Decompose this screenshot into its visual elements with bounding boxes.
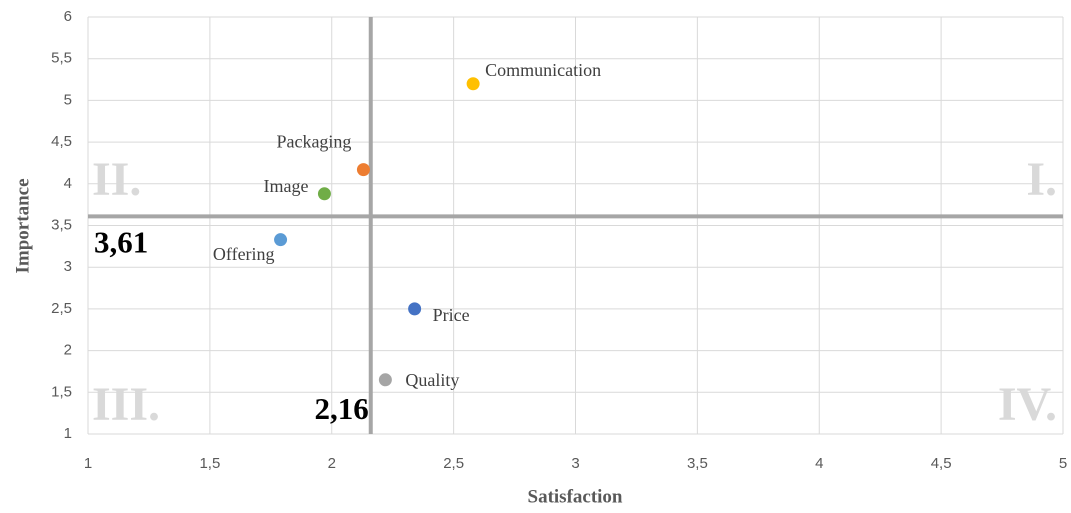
y-tick-label: 4 <box>64 175 72 192</box>
x-tick-label: 2 <box>328 455 336 472</box>
quadrant-label: I. <box>1026 153 1057 206</box>
quadrant-label: IV. <box>998 378 1057 431</box>
data-point <box>378 373 392 387</box>
y-tick-label: 2 <box>64 342 72 359</box>
y-tick-label: 3 <box>64 258 72 275</box>
point-label: Offering <box>213 244 275 264</box>
x-tick-label: 4 <box>815 455 823 472</box>
y-tick-label: 5 <box>64 91 72 108</box>
data-point <box>408 302 422 316</box>
reference-label: 3,61 <box>94 224 148 259</box>
x-axis-title: Satisfaction <box>528 486 623 507</box>
data-point <box>317 187 331 201</box>
y-tick-label: 5,5 <box>51 50 72 67</box>
x-tick-label: 2,5 <box>443 455 464 472</box>
y-axis-title: Importance <box>12 179 33 274</box>
y-tick-label: 2,5 <box>51 300 72 317</box>
quadrant-label: III. <box>92 378 160 431</box>
point-label: Quality <box>405 370 459 390</box>
point-label: Packaging <box>276 132 351 152</box>
x-tick-label: 1,5 <box>199 455 220 472</box>
y-tick-label: 1 <box>64 425 72 442</box>
x-tick-label: 3 <box>571 455 579 472</box>
quadrant-label: II. <box>92 153 141 206</box>
y-tick-label: 6 <box>64 8 72 25</box>
y-tick-label: 1,5 <box>51 383 72 400</box>
data-point <box>466 77 480 91</box>
x-tick-label: 1 <box>84 455 92 472</box>
x-tick-label: 4,5 <box>931 455 952 472</box>
x-tick-label: 5 <box>1059 455 1067 472</box>
y-tick-label: 4,5 <box>51 133 72 150</box>
y-tick-label: 3,5 <box>51 216 72 233</box>
point-label: Communication <box>485 60 601 80</box>
reference-label: 2,16 <box>315 391 369 426</box>
x-tick-label: 3,5 <box>687 455 708 472</box>
data-point <box>356 163 370 177</box>
point-label: Image <box>263 176 308 196</box>
point-label: Price <box>433 305 470 325</box>
data-point <box>274 233 288 247</box>
